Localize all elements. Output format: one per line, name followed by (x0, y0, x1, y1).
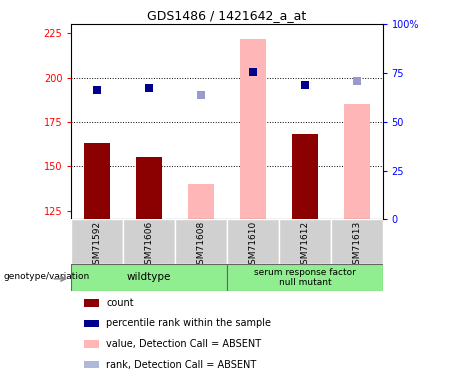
Bar (175, 219, 227, 264)
Text: value, Detection Call = ABSENT: value, Detection Call = ABSENT (106, 339, 261, 349)
Text: GSM71612: GSM71612 (300, 221, 309, 270)
Text: GSM71606: GSM71606 (145, 221, 154, 270)
Title: GDS1486 / 1421642_a_at: GDS1486 / 1421642_a_at (148, 9, 307, 22)
Bar (188, 184, 214, 219)
Bar (227, 219, 279, 264)
Text: serum response factor
null mutant: serum response factor null mutant (254, 268, 356, 287)
Bar (124, 219, 175, 264)
Point (249, 69, 257, 75)
Point (197, 92, 205, 98)
Point (301, 82, 308, 88)
Point (94, 87, 101, 93)
Bar (292, 134, 318, 219)
Bar (279, 219, 331, 264)
Bar (227, 264, 383, 291)
Bar (136, 158, 162, 219)
Text: rank, Detection Call = ABSENT: rank, Detection Call = ABSENT (106, 360, 257, 370)
Text: GSM71592: GSM71592 (93, 221, 102, 270)
Text: percentile rank within the sample: percentile rank within the sample (106, 318, 272, 328)
Bar (71, 264, 227, 291)
Text: wildtype: wildtype (127, 273, 171, 282)
Bar (84, 320, 99, 327)
Bar (84, 340, 99, 348)
Bar (331, 219, 383, 264)
Point (146, 85, 153, 91)
Text: GSM71608: GSM71608 (196, 221, 206, 270)
Bar (240, 39, 266, 219)
Text: genotype/variation: genotype/variation (4, 272, 90, 280)
Bar (71, 219, 124, 264)
Text: GSM71613: GSM71613 (352, 221, 361, 270)
Point (353, 78, 361, 84)
Text: GSM71610: GSM71610 (248, 221, 258, 270)
Bar (84, 143, 110, 219)
Bar (84, 299, 99, 306)
Bar (84, 361, 99, 368)
Text: count: count (106, 298, 134, 308)
Bar (344, 104, 370, 219)
